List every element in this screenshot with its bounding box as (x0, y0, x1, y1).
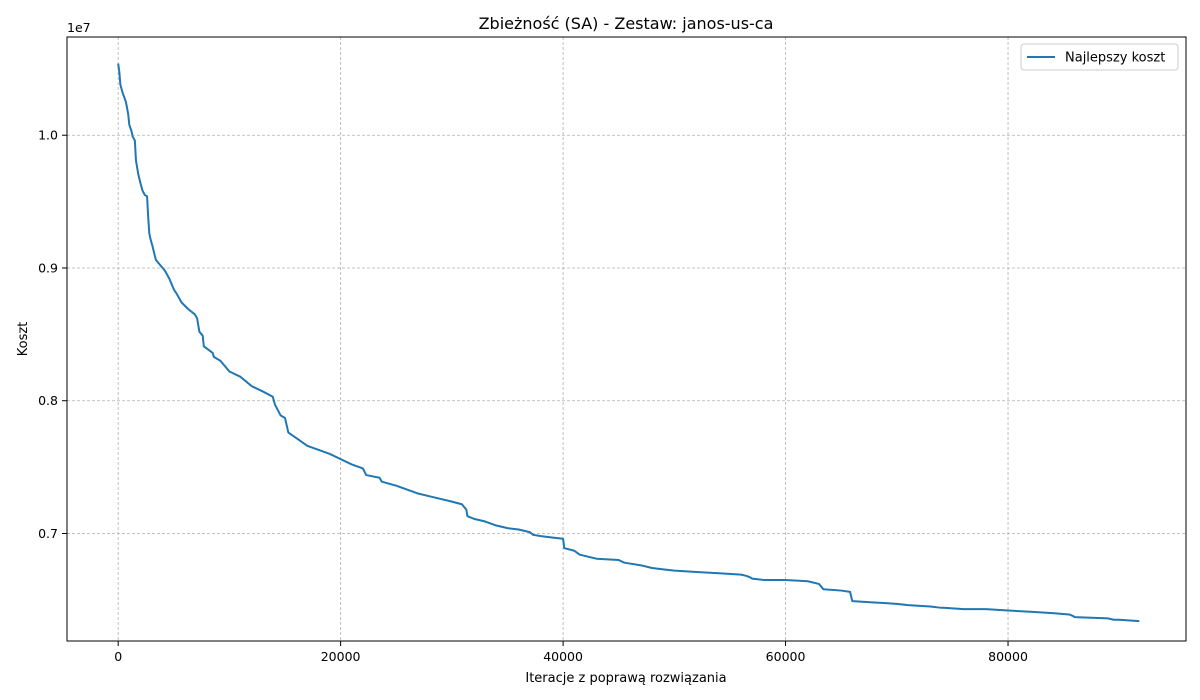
y-tick-label: 0.8 (38, 393, 58, 408)
series-layer (117, 63, 1140, 623)
grid-layer (67, 37, 1186, 641)
chart-title: Zbieżność (SA) - Zestaw: janos-us-ca (479, 14, 774, 33)
legend-label-najlepszy-koszt: Najlepszy koszt (1065, 51, 1165, 66)
y-axis-label: Koszt (16, 322, 31, 357)
y-axis-offset-label: 1e7 (67, 20, 91, 35)
y-tick-label: 0.7 (38, 526, 58, 541)
x-tick-label: 20000 (321, 649, 361, 664)
x-tick-label: 60000 (766, 649, 806, 664)
y-tick-label: 1.0 (38, 128, 58, 143)
legend-box (1020, 43, 1179, 71)
x-tick-label: 40000 (543, 649, 583, 664)
x-axis-label: Iteracje z poprawą rozwiązania (525, 671, 726, 686)
plot-frame (66, 36, 1187, 642)
ticks-layer: 0 20000 40000 60000 80000 0.7 0.8 0.9 1.0 (38, 128, 1028, 664)
x-tick-label: 0 (114, 649, 122, 664)
legend: Najlepszy koszt (1020, 43, 1179, 71)
y-tick-label: 0.9 (38, 260, 58, 275)
series-line-najlepszy-koszt (117, 63, 1140, 623)
x-tick-label: 80000 (988, 649, 1028, 664)
